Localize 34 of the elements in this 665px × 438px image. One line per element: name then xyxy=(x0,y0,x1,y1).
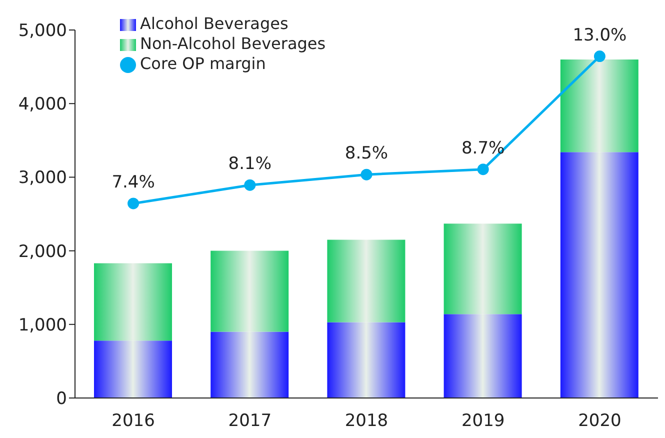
data-label: 13.0% xyxy=(572,25,627,46)
x-tick-label: 2018 xyxy=(344,411,388,432)
data-label: 8.7% xyxy=(462,138,505,158)
point xyxy=(128,198,140,210)
point xyxy=(594,50,606,62)
bar xyxy=(444,224,522,314)
bar xyxy=(327,322,406,398)
point xyxy=(477,164,489,176)
bar xyxy=(327,240,406,322)
y-tick-label: 3,000 xyxy=(18,168,67,188)
data-label: 8.5% xyxy=(344,144,388,164)
bar xyxy=(94,340,172,398)
x-tick-label: 2017 xyxy=(228,411,272,432)
bar xyxy=(210,332,289,398)
y-tick-label: 1,000 xyxy=(18,315,67,336)
bar xyxy=(444,314,522,398)
legend-label: Alcohol Beverages xyxy=(140,14,288,33)
bar xyxy=(210,250,289,332)
data-label: 8.1% xyxy=(228,154,272,174)
y-tick-label: 2,000 xyxy=(18,242,67,262)
x-tick-label: 2020 xyxy=(578,411,622,432)
point xyxy=(360,168,372,180)
y-tick-label: 0 xyxy=(56,389,67,410)
bar xyxy=(94,263,172,341)
y-tick-label: 4,000 xyxy=(18,94,67,115)
bar xyxy=(560,59,638,152)
data-label: 7.4% xyxy=(112,172,155,192)
point xyxy=(244,179,256,191)
bar xyxy=(560,152,638,398)
x-tick-label: 2019 xyxy=(461,411,505,432)
legend-label: Non-Alcohol Beverages xyxy=(140,34,326,53)
x-tick-label: 2016 xyxy=(112,411,155,432)
y-tick-label: 5,000 xyxy=(18,21,67,42)
legend-label: Core OP margin xyxy=(140,54,266,73)
